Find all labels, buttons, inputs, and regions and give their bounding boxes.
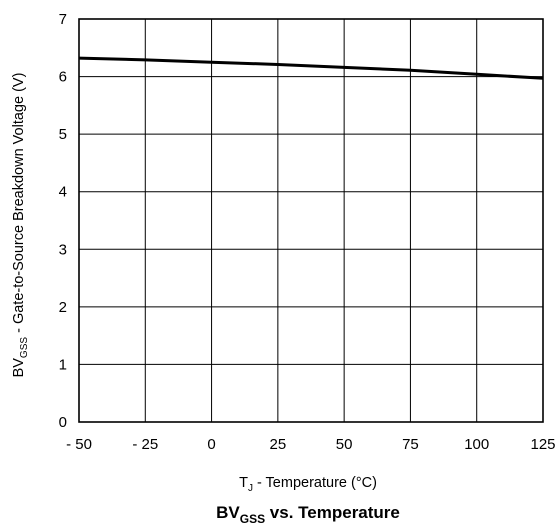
y-tick-label: 6 — [59, 69, 67, 86]
x-tick-labels: - 50 - 25 0 25 50 75 100 125 — [66, 436, 555, 453]
series-line — [78, 56, 544, 80]
y-tick-label: 1 — [59, 356, 67, 373]
plot-frame — [78, 18, 544, 423]
grid-lines — [78, 18, 544, 423]
x-tick-label: 25 — [270, 436, 287, 453]
x-tick-label: - 25 — [132, 436, 158, 453]
y-axis-label: BVGSS - Gate-to-Source Breakdown Voltage… — [11, 73, 30, 378]
series-layer — [78, 56, 544, 80]
y-tick-labels: 0 1 2 3 4 5 6 7 — [59, 11, 67, 431]
y-tick-label: 4 — [59, 184, 67, 201]
chart-title: BVGSS vs. Temperature — [216, 503, 400, 526]
x-axis-label: TJ - Temperature (°C) — [239, 475, 377, 494]
y-tick-label: 7 — [59, 11, 67, 28]
x-tick-label: 0 — [207, 436, 215, 453]
x-tick-label: - 50 — [66, 436, 92, 453]
y-tick-label: 3 — [59, 241, 67, 258]
y-tick-label: 0 — [59, 414, 67, 431]
y-tick-label: 2 — [59, 299, 67, 316]
x-tick-label: 125 — [530, 436, 555, 453]
y-tick-label: 5 — [59, 126, 67, 143]
x-tick-label: 75 — [402, 436, 419, 453]
x-tick-label: 50 — [336, 436, 353, 453]
x-tick-label: 100 — [464, 436, 489, 453]
